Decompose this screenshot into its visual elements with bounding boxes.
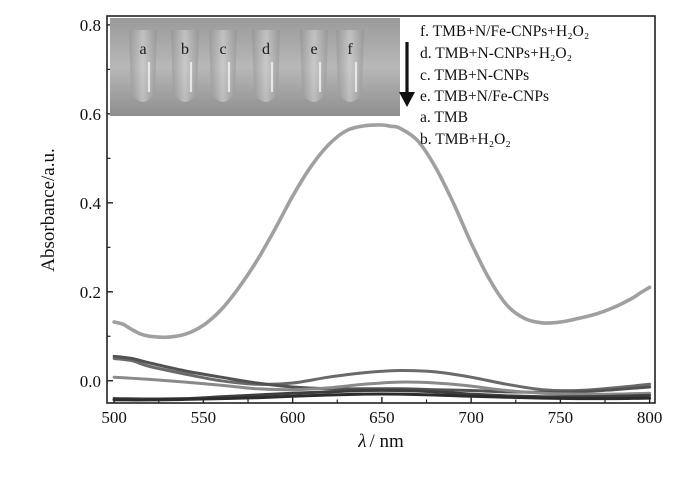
legend-entry: f. TMB+N/Fe-CNPs+H₂O₂ [420,23,589,40]
x-tick-label: 800 [637,408,663,427]
x-axis-title: λ / nm [357,431,404,452]
legend-entry: b. TMB+H₂O₂ [420,131,511,148]
x-tick-label: 700 [458,408,484,427]
y-axis-title: Absorbance/a.u. [38,148,59,271]
tube-label: a [139,41,146,58]
tube-label: e [310,41,317,58]
x-axis-ticks: 500 550 600 650 700 750 800 [101,397,662,427]
x-tick-label: 550 [191,408,217,427]
x-tick-label: 650 [369,408,395,427]
plot-frame [106,15,656,404]
tube-label: d [262,41,270,58]
series-line-f [112,123,652,340]
x-tick-label: 750 [548,408,574,427]
legend-arrow-down [399,42,415,107]
series-group [112,123,652,402]
series-line-b [112,392,652,402]
inset-photo: a b c d e f [110,18,400,116]
x-axis-unit: / nm [369,431,404,452]
legend: f. TMB+N/Fe-CNPs+H₂O₂ d. TMB+N-CNPs+H₂O₂ c… [420,23,589,148]
legend-entry: d. TMB+N-CNPs+H₂O₂ [420,45,572,62]
series-line-d [112,357,652,393]
tube-label: c [219,41,226,58]
legend-entry: a. TMB [420,109,468,126]
y-tick-label: 0.0 [80,372,101,391]
legend-entry: e. TMB+N/Fe-CNPs [420,88,549,105]
series-line-e [112,375,652,396]
tube-label: b [181,41,189,58]
y-axis-ticks: 0.0 0.2 0.4 0.6 0.8 [80,16,113,391]
x-tick-label: 600 [280,408,306,427]
y-tick-label: 0.8 [80,16,101,35]
x-tick-label: 500 [101,408,127,427]
y-tick-label: 0.6 [80,105,101,124]
legend-entry: c. TMB+N-CNPs [420,67,529,84]
y-tick-label: 0.4 [80,194,102,213]
tube-label: f [347,41,353,58]
series-line-c [112,354,652,394]
x-axis-symbol: λ [357,431,366,452]
y-tick-label: 0.2 [80,283,101,302]
inset-tubes: a b c d e f [129,30,364,102]
